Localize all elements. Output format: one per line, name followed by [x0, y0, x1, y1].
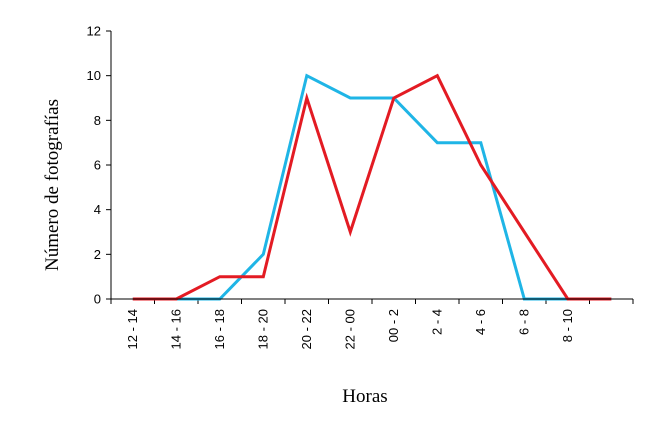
x-axis-title: Horas — [342, 386, 387, 407]
x-tick-label: 20 - 22 — [299, 309, 314, 349]
y-tick-label: 12 — [87, 24, 101, 39]
x-tick-label: 22 - 00 — [342, 309, 357, 349]
x-axis-ticks: 12 - 14 14 - 16 16 - 18 18 - 20 20 - 22 22 - … — [110, 299, 634, 349]
x-tick-label: 2 - 4 — [429, 309, 444, 335]
x-tick-label: 16 - 18 — [212, 309, 227, 349]
y-axis-ticks: 0 2 4 6 8 10 12 — [87, 24, 111, 307]
series-line-1 — [132, 73, 612, 301]
y-tick-label: 4 — [94, 202, 101, 217]
y-tick-label: 6 — [94, 158, 101, 173]
y-tick-label: 8 — [94, 113, 101, 128]
x-tick-label: 8 - 10 — [560, 309, 575, 342]
x-tick-label: 14 - 16 — [168, 309, 183, 349]
x-tick-label: 00 - 2 — [386, 309, 401, 342]
series-line-2 — [132, 73, 612, 301]
y-tick-label: 10 — [87, 68, 101, 83]
y-axis-title: Número de fotografías — [42, 99, 63, 271]
series-group — [132, 73, 612, 301]
y-tick-label: 0 — [94, 292, 101, 307]
x-tick-label: 12 - 14 — [125, 309, 140, 349]
x-tick-label: 6 - 8 — [516, 309, 531, 335]
x-tick-label: 4 - 6 — [473, 309, 488, 335]
x-tick-label: 18 - 20 — [255, 309, 270, 349]
y-tick-label: 2 — [94, 247, 101, 262]
